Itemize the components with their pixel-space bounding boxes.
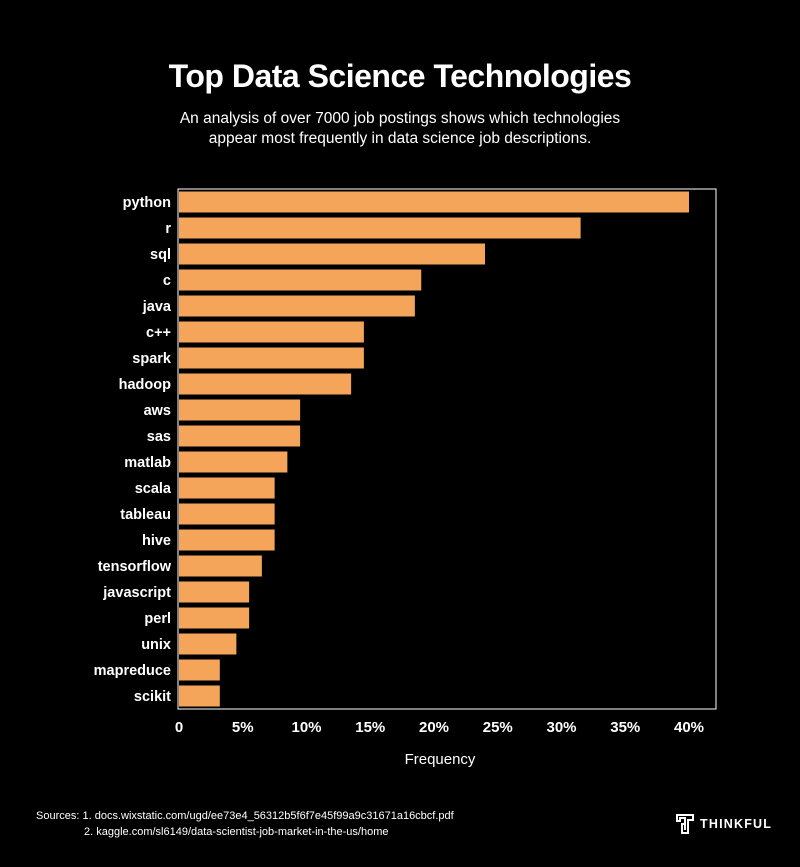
x-tick-label-15: 15% bbox=[355, 719, 385, 736]
bar-python bbox=[179, 191, 689, 213]
category-labels: python r sql c java c++ spark hadoop aws sas matla… bbox=[94, 195, 172, 705]
bar-javascript bbox=[179, 581, 250, 603]
source-link-2: 2. kaggle.com/sl6149/data-scientist-job-… bbox=[84, 826, 389, 838]
bars-layer bbox=[179, 191, 689, 707]
x-tick-label-10: 10% bbox=[291, 719, 321, 736]
x-axis-label: Frequency bbox=[405, 751, 476, 768]
bar-r bbox=[179, 217, 581, 239]
bar-tensorflow bbox=[179, 555, 262, 577]
x-axis-ticks: 0 5% 10% 15% 20% 25% 30% 35% 40% bbox=[175, 719, 704, 736]
category-label-hive: hive bbox=[142, 533, 171, 549]
brand-logo: THINKFUL bbox=[676, 813, 772, 835]
bar-sql bbox=[179, 243, 485, 265]
category-label-c++: c++ bbox=[146, 325, 171, 341]
bar-unix bbox=[179, 633, 237, 655]
brand-name: THINKFUL bbox=[700, 817, 773, 831]
x-tick-label-0: 0 bbox=[175, 719, 183, 736]
category-label-hadoop: hadoop bbox=[119, 377, 171, 393]
bar-aws bbox=[179, 399, 301, 421]
bar-c++ bbox=[179, 321, 364, 343]
category-label-javascript: javascript bbox=[102, 585, 171, 601]
category-label-perl: perl bbox=[144, 611, 171, 627]
category-label-r: r bbox=[165, 221, 171, 237]
sources-line-1: Sources: 1. docs.wixstatic.com/ugd/ee73e… bbox=[36, 808, 454, 824]
x-tick-label-20: 20% bbox=[419, 719, 449, 736]
subtitle-line-1: An analysis of over 7000 job postings sh… bbox=[179, 110, 621, 127]
bar-perl bbox=[179, 607, 250, 629]
bar-scikit bbox=[179, 685, 220, 707]
category-label-c: c bbox=[163, 273, 171, 289]
bar-hive bbox=[179, 529, 275, 551]
category-label-scala: scala bbox=[135, 481, 172, 497]
plot-frame bbox=[177, 188, 717, 710]
category-label-scikit: scikit bbox=[134, 689, 171, 705]
x-tick-label-30: 30% bbox=[546, 719, 576, 736]
category-label-tensorflow: tensorflow bbox=[98, 559, 172, 575]
category-label-aws: aws bbox=[144, 403, 171, 419]
category-label-sas: sas bbox=[147, 429, 171, 445]
x-tick-label-5: 5% bbox=[232, 719, 254, 736]
sources-line-2: 2. kaggle.com/sl6149/data-scientist-job-… bbox=[36, 824, 454, 840]
category-label-mapreduce: mapreduce bbox=[94, 663, 171, 679]
chart-title: Top Data Science Technologies bbox=[168, 58, 632, 94]
bar-hadoop bbox=[179, 373, 352, 395]
category-label-spark: spark bbox=[132, 351, 172, 367]
category-label-java: java bbox=[142, 299, 172, 315]
category-label-unix: unix bbox=[141, 637, 171, 653]
x-tick-label-25: 25% bbox=[483, 719, 513, 736]
bar-spark bbox=[179, 347, 364, 369]
bar-c bbox=[179, 269, 422, 291]
sources-note: Sources: 1. docs.wixstatic.com/ugd/ee73e… bbox=[36, 808, 454, 840]
bar-scala bbox=[179, 477, 275, 499]
subtitle-line-2: appear most frequently in data science j… bbox=[208, 130, 592, 147]
category-label-sql: sql bbox=[150, 247, 171, 263]
x-tick-label-40: 40% bbox=[674, 719, 704, 736]
category-label-tableau: tableau bbox=[120, 507, 171, 523]
bar-tableau bbox=[179, 503, 275, 525]
bar-sas bbox=[179, 425, 301, 447]
category-label-matlab: matlab bbox=[124, 455, 171, 471]
source-link-1: 1. docs.wixstatic.com/ugd/ee73e4_56312b5… bbox=[82, 810, 454, 822]
thinkful-logo-icon bbox=[676, 814, 694, 834]
category-label-python: python bbox=[123, 195, 171, 211]
sources-label: Sources: bbox=[36, 810, 80, 822]
x-tick-label-35: 35% bbox=[610, 719, 640, 736]
bar-mapreduce bbox=[179, 659, 220, 681]
chart-subtitle: An analysis of over 7000 job postings sh… bbox=[150, 109, 650, 149]
bar-java bbox=[179, 295, 415, 317]
bar-matlab bbox=[179, 451, 288, 473]
